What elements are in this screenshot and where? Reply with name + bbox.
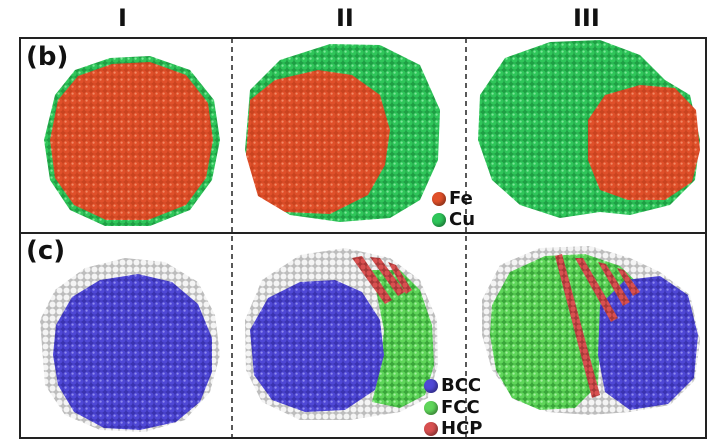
legend-label: FCC: [441, 397, 480, 418]
fe-color-swatch: [432, 191, 446, 206]
legend-label: BCC: [441, 375, 482, 396]
legend-item-bcc: BCC: [424, 375, 481, 396]
particle-c-II: [245, 248, 438, 420]
particle-b-II: [245, 44, 440, 222]
panel-c-frame: [19, 232, 707, 439]
panel-label-c: (c): [26, 236, 66, 266]
panel-label-b: (b): [26, 42, 69, 72]
legend-label: HCP: [441, 418, 483, 439]
particle-b-I: [44, 56, 220, 226]
column-title-II: II: [336, 4, 354, 32]
legend-item-fe: Fe: [432, 188, 473, 209]
fcc-color-swatch: [424, 400, 438, 415]
legend-label: Fe: [449, 188, 473, 209]
legend-item-fcc: FCC: [424, 397, 480, 418]
particle-c-III: [482, 246, 700, 415]
particle-c-I: [40, 258, 220, 432]
particle-b-III: [478, 40, 700, 218]
column-title-I: I: [118, 4, 127, 32]
legend-item-hcp: HCP: [424, 418, 482, 439]
legend-label: Cu: [449, 209, 476, 230]
hcp-color-swatch: [424, 421, 438, 436]
cu-color-swatch: [432, 212, 446, 227]
column-title-III: III: [573, 4, 600, 32]
bcc-color-swatch: [424, 378, 438, 393]
legend-item-cu: Cu: [432, 209, 475, 230]
